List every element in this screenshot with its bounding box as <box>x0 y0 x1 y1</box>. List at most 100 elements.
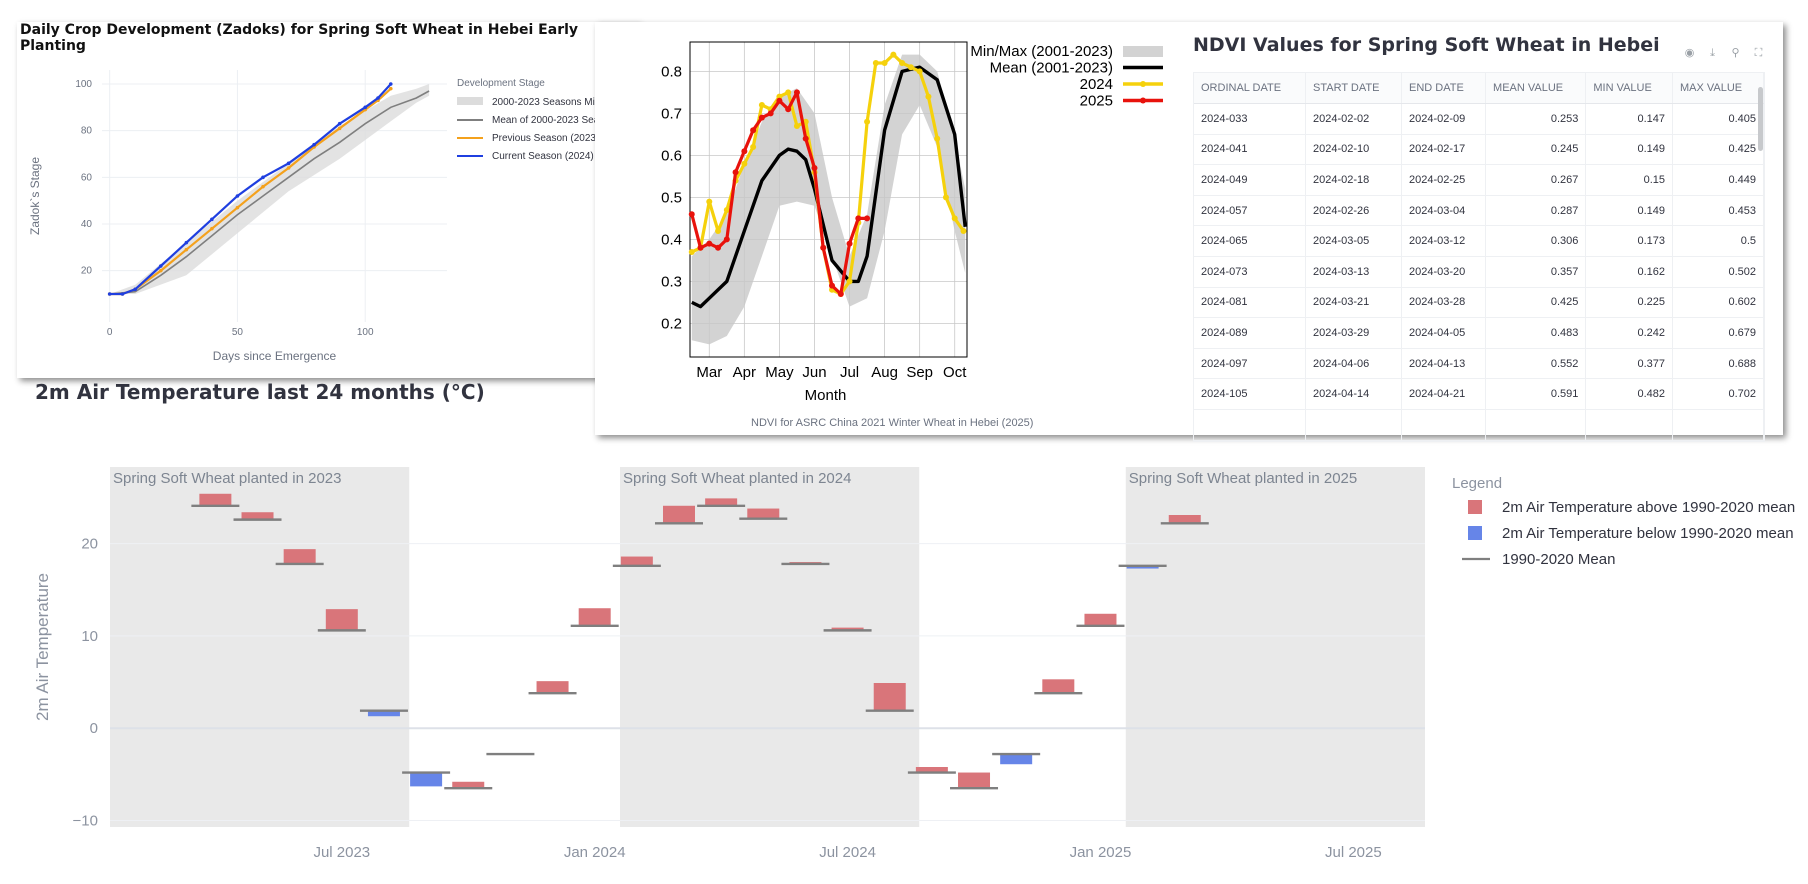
series-point <box>907 64 914 71</box>
table-cell[interactable]: 0.483 <box>1485 317 1587 349</box>
column-header[interactable]: START DATE <box>1305 73 1402 104</box>
bar-above-mean <box>747 508 780 519</box>
table-cell[interactable]: 0.453 <box>1672 195 1764 227</box>
table-cell[interactable]: 0.5 <box>1672 225 1764 257</box>
table-cell[interactable]: 2024-03-28 <box>1401 287 1487 319</box>
table-cell[interactable]: 2024-02-26 <box>1305 195 1402 227</box>
table-cell[interactable]: 2024-033 <box>1194 103 1306 135</box>
table-cell[interactable]: 2024-04-06 <box>1305 348 1402 380</box>
table-cell[interactable]: 0.552 <box>1485 348 1587 380</box>
table-cell[interactable]: 0.405 <box>1672 103 1764 135</box>
table-row[interactable]: 2024-041 2024-02-10 2024-02-17 0.245 0.149 0.… <box>1194 134 1764 166</box>
table-cell[interactable]: 2024-03-21 <box>1305 287 1402 319</box>
table-cell[interactable]: 0.149 <box>1585 195 1673 227</box>
series-point <box>934 135 941 142</box>
table-cell[interactable]: 0.147 <box>1585 103 1673 135</box>
table-cell[interactable]: 0.688 <box>1672 348 1764 380</box>
table-cell[interactable]: 0.702 <box>1672 378 1764 410</box>
table-cell[interactable]: 2024-03-05 <box>1305 225 1402 257</box>
temperature-chart: Spring Soft Wheat planted in 2023 Spring … <box>33 467 1795 861</box>
zadoks-title: Daily Crop Development (Zadoks) for Spri… <box>20 22 579 54</box>
table-cell[interactable]: 0.449 <box>1672 164 1764 196</box>
table-cell[interactable]: 0.602 <box>1672 287 1764 319</box>
table-cell[interactable]: 2024-097 <box>1194 348 1306 380</box>
table-cell[interactable]: 2024-073 <box>1194 256 1306 288</box>
table-cell[interactable]: 2024-03-04 <box>1401 195 1487 227</box>
column-header[interactable]: MAX VALUE <box>1672 73 1764 104</box>
table-cell[interactable]: 2024-03-29 <box>1305 317 1402 349</box>
table-cell[interactable]: 0.425 <box>1672 134 1764 166</box>
fullscreen-icon[interactable]: ⛶ <box>1754 47 1763 59</box>
series-point <box>837 291 844 297</box>
series-point <box>925 93 932 100</box>
table-cell[interactable]: 0.15 <box>1585 164 1673 196</box>
table-cell[interactable]: 0.253 <box>1485 103 1587 135</box>
table-row[interactable]: 2024-049 2024-02-18 2024-02-25 0.267 0.15 0.4… <box>1194 164 1764 196</box>
table-cell[interactable]: 0.425 <box>1485 287 1587 319</box>
table-cell[interactable]: 2024-089 <box>1194 317 1306 349</box>
table-cell[interactable]: 0.502 <box>1672 256 1764 288</box>
table-cell[interactable]: 2024-03-13 <box>1305 256 1402 288</box>
table-row[interactable]: 2024-097 2024-04-06 2024-04-13 0.552 0.377 0.… <box>1194 348 1764 380</box>
legend-marker <box>1140 97 1146 104</box>
table-cell[interactable]: 2024-02-02 <box>1305 103 1402 135</box>
series-point <box>793 89 800 96</box>
table-cell[interactable]: 2024-02-25 <box>1401 164 1487 196</box>
series-point <box>158 264 163 268</box>
table-cell[interactable]: 0.357 <box>1485 256 1587 288</box>
series-point <box>785 89 792 96</box>
table-cell[interactable]: 0.306 <box>1485 225 1587 257</box>
table-cell[interactable]: 0.482 <box>1585 378 1673 410</box>
table-cell[interactable]: 0.242 <box>1585 317 1673 349</box>
table-row[interactable]: 2024-081 2024-03-21 2024-03-28 0.425 0.225 0.… <box>1194 287 1764 319</box>
table-cell[interactable]: 2024-02-18 <box>1305 164 1402 196</box>
table-row[interactable]: 2024-105 2024-04-14 2024-04-21 0.591 0.482 0.… <box>1194 378 1764 410</box>
table-cell[interactable]: 0.173 <box>1585 225 1673 257</box>
download-icon[interactable]: ⤓ <box>1710 47 1715 59</box>
table-cell[interactable]: 2024-04-21 <box>1401 378 1487 410</box>
table-row[interactable]: 2024-065 2024-03-05 2024-03-12 0.306 0.173 0.… <box>1194 225 1764 257</box>
table-cell[interactable]: 2024-03-20 <box>1401 256 1487 288</box>
table-row[interactable]: 2024-033 2024-02-02 2024-02-09 0.253 0.147 0.… <box>1194 103 1764 135</box>
table-row[interactable]: 2024-089 2024-03-29 2024-04-05 0.483 0.242 0.… <box>1194 317 1764 349</box>
table-cell[interactable]: 0.679 <box>1672 317 1764 349</box>
series-point <box>376 96 380 100</box>
table-cell[interactable]: 0.245 <box>1485 134 1587 166</box>
legend-label: 2000-2023 Seasons Min-Max <box>492 97 623 108</box>
table-cell[interactable]: 2024-105 <box>1194 378 1306 410</box>
table-cell[interactable]: 2024-04-05 <box>1401 317 1487 349</box>
table-cell[interactable]: 2024-02-09 <box>1401 103 1487 135</box>
column-header[interactable]: MIN VALUE <box>1585 73 1673 104</box>
table-cell[interactable]: 2024-081 <box>1194 287 1306 319</box>
ndvi-table[interactable]: ORDINAL DATE START DATE END DATE MEAN VALUE… <box>1193 72 1765 442</box>
column-header[interactable]: MEAN VALUE <box>1485 73 1587 104</box>
table-row[interactable]: 2024-057 2024-02-26 2024-03-04 0.287 0.149 0.… <box>1194 195 1764 227</box>
table-cell[interactable]: 0.287 <box>1485 195 1587 227</box>
table-cell[interactable]: 2024-03-12 <box>1401 225 1487 257</box>
table-cell[interactable]: 2024-04-14 <box>1305 378 1402 410</box>
table-cell[interactable]: 0.591 <box>1485 378 1587 410</box>
table-cell[interactable]: 2024-02-10 <box>1305 134 1402 166</box>
table-scrollbar[interactable] <box>1758 87 1763 151</box>
bar-above-mean <box>662 505 695 524</box>
y-tick-label: 0.4 <box>661 231 682 248</box>
column-header[interactable]: END DATE <box>1401 73 1487 104</box>
search-icon[interactable]: ⚲ <box>1731 47 1740 59</box>
table-cell[interactable]: 2024-065 <box>1194 225 1306 257</box>
eye-icon[interactable]: ◉ <box>1684 47 1695 59</box>
table-row[interactable]: 2024-073 2024-03-13 2024-03-20 0.357 0.162 0.… <box>1194 256 1764 288</box>
table-cell[interactable]: 2024-02-17 <box>1401 134 1487 166</box>
table-cell[interactable]: 0.149 <box>1585 134 1673 166</box>
table-cell[interactable]: 2024-041 <box>1194 134 1306 166</box>
series-point <box>312 142 316 147</box>
series-point <box>261 184 265 189</box>
table-cell[interactable]: 2024-049 <box>1194 164 1306 196</box>
table-cell[interactable]: 0.162 <box>1585 256 1673 288</box>
x-tick-label: Oct <box>943 364 967 381</box>
table-cell[interactable]: 0.225 <box>1585 287 1673 319</box>
table-cell[interactable]: 2024-04-13 <box>1401 348 1487 380</box>
table-cell[interactable]: 0.267 <box>1485 164 1587 196</box>
column-header[interactable]: ORDINAL DATE <box>1194 73 1306 104</box>
table-cell[interactable]: 0.377 <box>1585 348 1673 380</box>
table-cell[interactable]: 2024-057 <box>1194 195 1306 227</box>
